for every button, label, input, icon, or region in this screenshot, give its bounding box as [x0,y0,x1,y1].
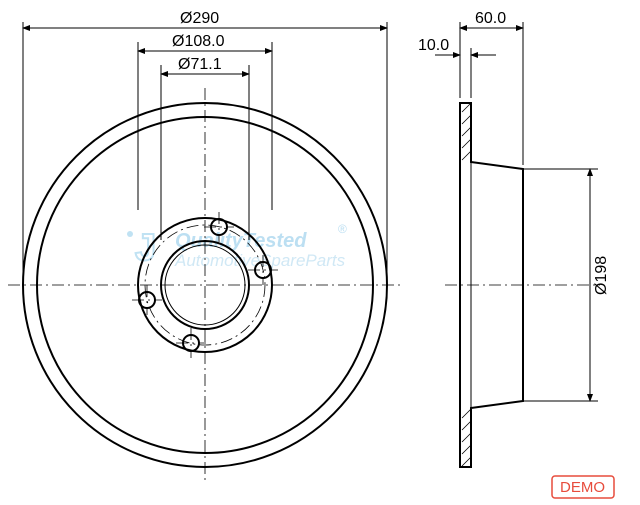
watermark-registered: ® [338,222,347,236]
technical-drawing: J QualityTested AutomotiveSpareParts ® [0,0,640,505]
demo-stamp: DEMO [552,476,614,498]
front-view: Ø290 Ø108.0 Ø71.1 [8,10,402,482]
dim-198-label: Ø198 [593,256,610,295]
side-view: 60.0 10.0 Ø198 [418,10,610,467]
dim-d108-label: Ø108.0 [172,33,225,50]
watermark-line1: QualityTested [175,230,307,252]
dim-10-label: 10.0 [418,37,449,54]
watermark-line2: AutomotiveSpareParts [174,251,346,270]
watermark: J QualityTested AutomotiveSpareParts ® [127,222,347,270]
dim-60-label: 60.0 [475,10,506,27]
dim-d290-label: Ø290 [180,10,219,27]
hatching-top [462,103,471,160]
watermark-logo: J [135,227,156,269]
dim-d71-label: Ø71.1 [178,56,222,73]
hatching-bottom [462,409,471,466]
demo-text: DEMO [560,479,605,496]
watermark-dot [127,231,133,237]
